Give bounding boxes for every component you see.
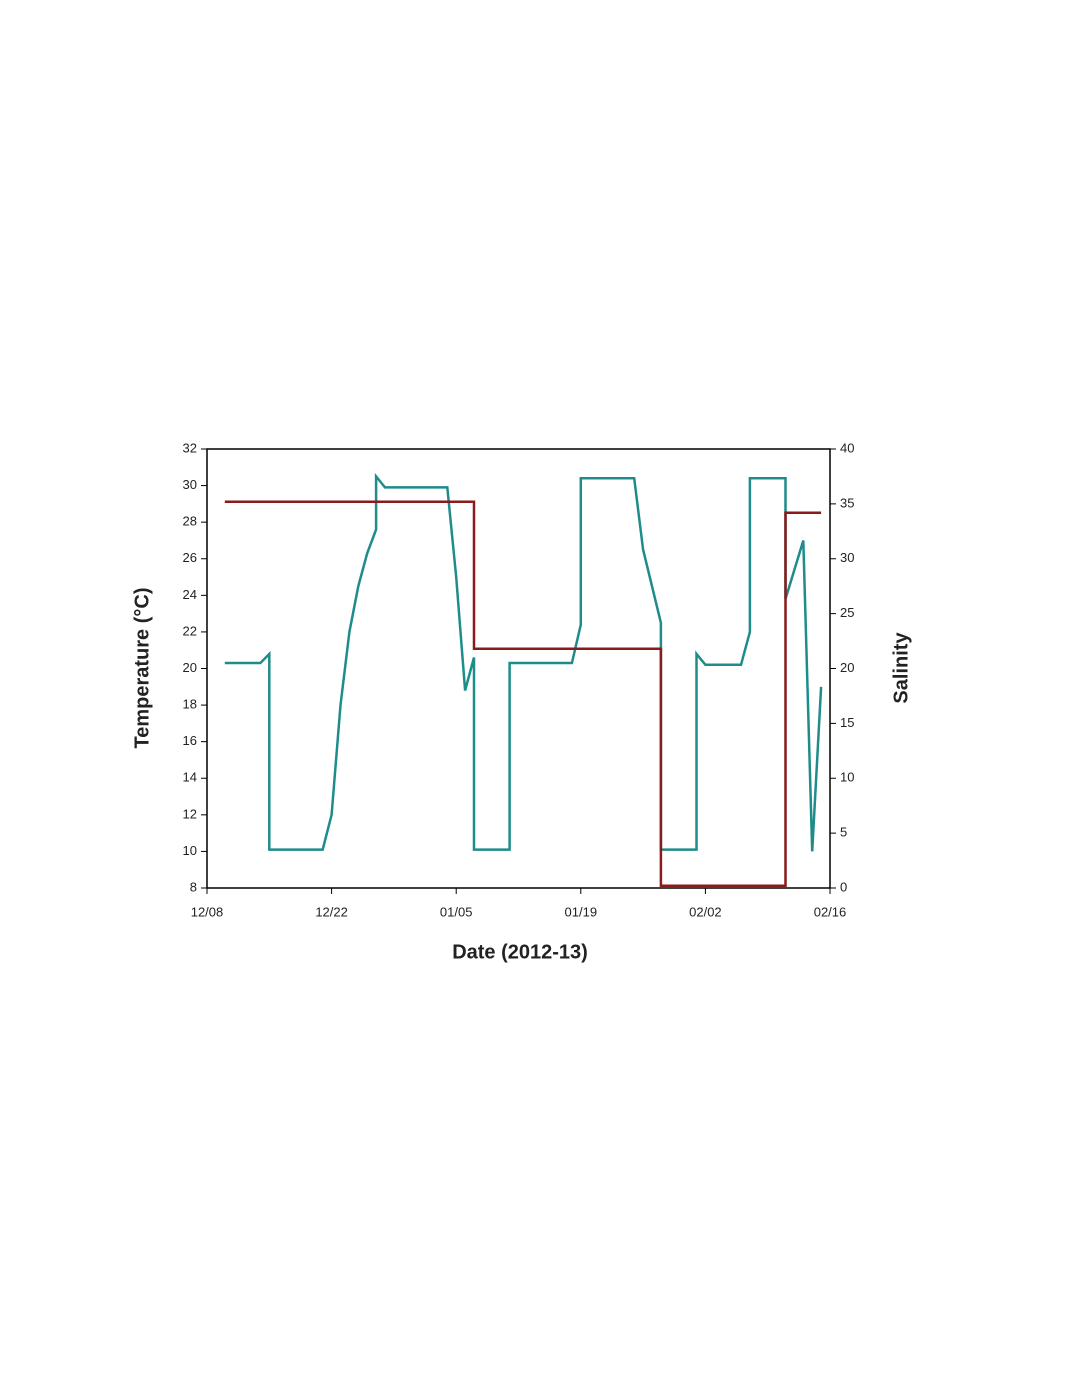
data-line <box>224 472 823 852</box>
y2-tick-label: 20 <box>840 660 854 675</box>
y-tick-label: 18 <box>183 697 197 712</box>
y-tick-label: 32 <box>183 440 197 455</box>
y-tick-label: 10 <box>183 843 197 858</box>
y2-axis-title: Salinity <box>890 632 912 704</box>
y-tick-label: 24 <box>183 587 197 602</box>
y-axis-title: Temperature (°C) <box>131 588 153 749</box>
y2-tick-label: 15 <box>840 715 854 730</box>
y-tick-label: 14 <box>183 770 197 785</box>
y-tick-label: 28 <box>183 514 197 529</box>
y-tick-label: 16 <box>183 733 197 748</box>
y-tick-label: 12 <box>183 806 197 821</box>
x-tick-label: 12/08 <box>191 904 224 919</box>
y2-tick-label: 10 <box>840 770 854 785</box>
y2-tick-label: 25 <box>840 605 854 620</box>
data-line <box>224 500 822 888</box>
x-tick-label: 01/05 <box>440 904 473 919</box>
y2-tick-label: 40 <box>840 440 854 455</box>
y2-tick-label: 35 <box>840 495 854 510</box>
y-tick-label: 22 <box>183 623 197 638</box>
x-tick-label: 02/02 <box>689 904 722 919</box>
x-axis-title: Date (2012-13) <box>452 941 588 963</box>
y2-tick-label: 30 <box>840 550 854 565</box>
plot-frame <box>206 448 831 889</box>
y2-tick-label: 0 <box>840 879 847 894</box>
y-tick-label: 8 <box>190 879 197 894</box>
y-tick-label: 20 <box>183 660 197 675</box>
y2-tick-label: 5 <box>840 825 847 840</box>
x-tick-label: 02/16 <box>814 904 847 919</box>
x-tick-label: 01/19 <box>565 904 598 919</box>
x-tick-label: 12/22 <box>315 904 348 919</box>
y-tick-label: 30 <box>183 477 197 492</box>
y-tick-label: 26 <box>183 550 197 565</box>
